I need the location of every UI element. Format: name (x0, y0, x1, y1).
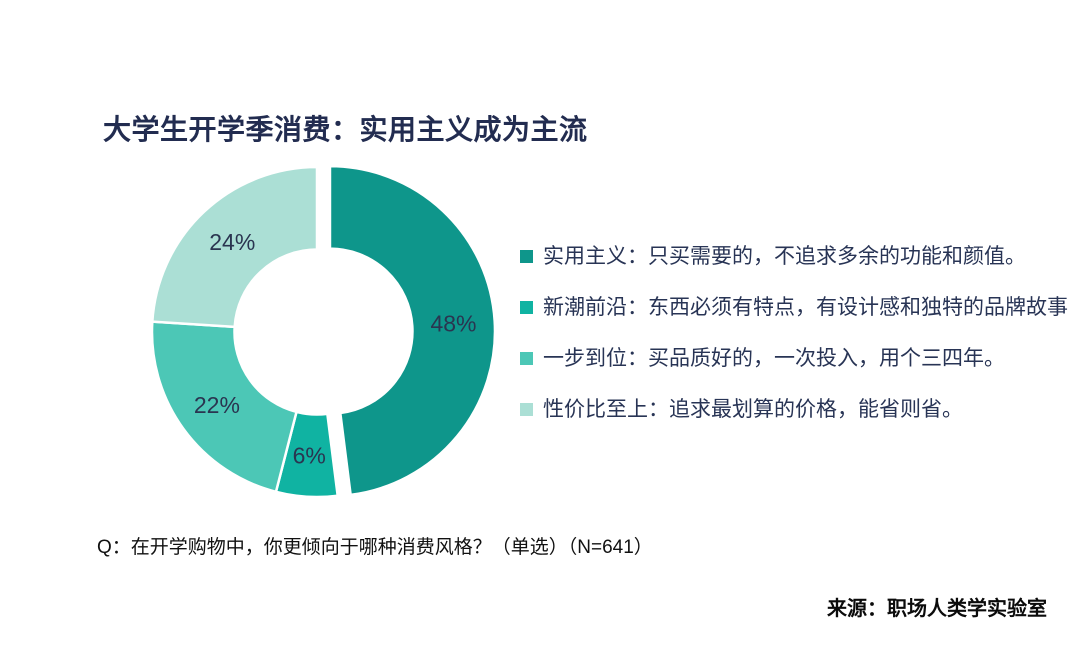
legend-item-label: 一步到位：买品质好的，一次投入，用个三四年。 (543, 347, 1005, 370)
legend-item-trendy: 新潮前沿：东西必须有特点，有设计感和独特的品牌故事 (520, 293, 1070, 322)
legend-item-label: 实用主义：只买需要的，不追求多余的功能和颜值。 (543, 245, 1026, 268)
legend-item-label: 性价比至上：追求最划算的价格，能省则省。 (543, 398, 963, 421)
donut-slice-0 (328, 164, 497, 497)
legend-swatch (520, 250, 533, 263)
legend-swatch (520, 301, 533, 314)
slice-percent-label: 22% (194, 392, 240, 418)
legend-swatch (520, 403, 533, 416)
donut-chart: 48% 6% 22% 24% (150, 164, 497, 499)
page-title: 大学生开学季消费：实用主义成为主流 (103, 114, 588, 145)
legend-item-pragmatism: 实用主义：只买需要的，不追求多余的功能和颜值。 (520, 242, 1070, 271)
chart-legend: 实用主义：只买需要的，不追求多余的功能和颜值。 新潮前沿：东西必须有特点，有设计… (520, 242, 1070, 424)
slice-percent-label: 6% (293, 443, 326, 469)
legend-item-value-first: 性价比至上：追求最划算的价格，能省则省。 (520, 395, 1070, 424)
legend-item-label: 新潮前沿：东西必须有特点，有设计感和独特的品牌故事 (543, 296, 1068, 319)
source-attribution: 来源：职场人类学实验室 (827, 598, 1047, 620)
slice-percent-label: 48% (430, 310, 476, 336)
donut-slice-2 (150, 320, 298, 494)
survey-question: Q：在开学购物中，你更倾向于哪种消费风格？（单选）（N=641） (97, 537, 653, 558)
legend-swatch (520, 352, 533, 365)
legend-item-one-step: 一步到位：买品质好的，一次投入，用个三四年。 (520, 344, 1070, 373)
slice-percent-label: 24% (209, 229, 255, 255)
donut-slice-3 (151, 165, 319, 329)
